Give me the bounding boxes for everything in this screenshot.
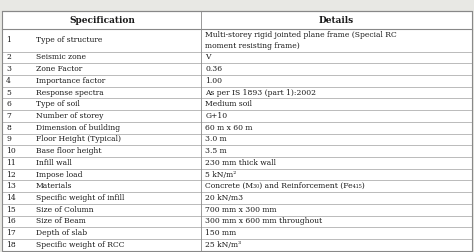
Text: 13: 13 xyxy=(6,182,16,190)
Text: Type of structure: Type of structure xyxy=(36,37,102,44)
Text: As per IS 1893 (part 1):2002: As per IS 1893 (part 1):2002 xyxy=(205,88,316,97)
Text: Dimension of building: Dimension of building xyxy=(36,124,119,132)
Text: Floor Height (Typical): Floor Height (Typical) xyxy=(36,135,120,143)
Text: 3: 3 xyxy=(6,65,11,73)
Text: Size of Column: Size of Column xyxy=(36,206,93,214)
Text: 60 m x 60 m: 60 m x 60 m xyxy=(205,124,253,132)
Text: Specific weight of infill: Specific weight of infill xyxy=(36,194,124,202)
Text: 150 mm: 150 mm xyxy=(205,229,237,237)
Text: 17: 17 xyxy=(6,229,16,237)
Text: Details: Details xyxy=(319,16,354,25)
Text: Specific weight of RCC: Specific weight of RCC xyxy=(36,241,124,249)
Text: Seismic zone: Seismic zone xyxy=(36,53,85,61)
Text: Medium soil: Medium soil xyxy=(205,100,252,108)
Text: Impose load: Impose load xyxy=(36,171,82,179)
Text: Concrete (M₃₀) and Reinforcement (Fe₄₁₅): Concrete (M₃₀) and Reinforcement (Fe₄₁₅) xyxy=(205,182,365,190)
Text: 5 kN/m²: 5 kN/m² xyxy=(205,171,237,179)
Text: 20 kN/m3: 20 kN/m3 xyxy=(205,194,243,202)
Text: moment resisting frame): moment resisting frame) xyxy=(205,42,300,50)
Text: Type of soil: Type of soil xyxy=(36,100,80,108)
Text: Zone Factor: Zone Factor xyxy=(36,65,82,73)
Text: Size of Beam: Size of Beam xyxy=(36,217,85,226)
Text: 6: 6 xyxy=(6,100,11,108)
Text: G+10: G+10 xyxy=(205,112,228,120)
Text: Number of storey: Number of storey xyxy=(36,112,103,120)
Text: 8: 8 xyxy=(6,124,11,132)
Text: 15: 15 xyxy=(6,206,16,214)
Text: 16: 16 xyxy=(6,217,16,226)
Text: Response spectra: Response spectra xyxy=(36,88,103,97)
Text: Infill wall: Infill wall xyxy=(36,159,72,167)
Text: V: V xyxy=(205,53,211,61)
Text: Importance factor: Importance factor xyxy=(36,77,105,85)
Text: 1.00: 1.00 xyxy=(205,77,222,85)
Text: 1: 1 xyxy=(6,37,11,44)
Text: 18: 18 xyxy=(6,241,16,249)
Text: 0.36: 0.36 xyxy=(205,65,222,73)
Text: 2: 2 xyxy=(6,53,11,61)
Text: Base floor height: Base floor height xyxy=(36,147,101,155)
Text: 14: 14 xyxy=(6,194,16,202)
Text: 9: 9 xyxy=(6,135,11,143)
Text: 10: 10 xyxy=(6,147,16,155)
Text: 3.0 m: 3.0 m xyxy=(205,135,227,143)
Text: Materials: Materials xyxy=(36,182,72,190)
Text: 7: 7 xyxy=(6,112,11,120)
Text: 12: 12 xyxy=(6,171,16,179)
Bar xyxy=(2,11,472,29)
Text: 3.5 m: 3.5 m xyxy=(205,147,227,155)
Text: 4: 4 xyxy=(6,77,11,85)
Text: Depth of slab: Depth of slab xyxy=(36,229,87,237)
Text: Specification: Specification xyxy=(69,16,135,25)
Text: 25 kN/m³: 25 kN/m³ xyxy=(205,241,241,249)
Text: 230 mm thick wall: 230 mm thick wall xyxy=(205,159,276,167)
Text: 11: 11 xyxy=(6,159,16,167)
Text: Multi-storey rigid jointed plane frame (Special RC: Multi-storey rigid jointed plane frame (… xyxy=(205,31,397,39)
Text: 300 mm x 600 mm throughout: 300 mm x 600 mm throughout xyxy=(205,217,322,226)
Text: 5: 5 xyxy=(6,88,11,97)
Text: 700 mm x 300 mm: 700 mm x 300 mm xyxy=(205,206,277,214)
